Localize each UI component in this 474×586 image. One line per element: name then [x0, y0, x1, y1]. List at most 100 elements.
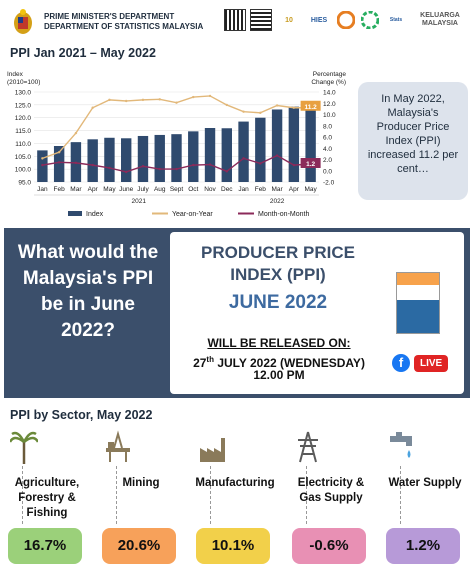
x-tick: Jan	[238, 186, 249, 193]
y-right-tick: 4.0	[323, 146, 332, 153]
qr-code-icon[interactable]	[250, 9, 272, 31]
power-tower-icon	[294, 430, 322, 464]
y-left-label: Index	[7, 71, 24, 78]
facebook-icon[interactable]: f	[392, 354, 410, 372]
y-left-tick: 95.0	[18, 180, 31, 187]
live-button[interactable]: LIVE	[414, 354, 449, 372]
qr-code-icon[interactable]	[224, 9, 246, 31]
connector-line	[116, 466, 117, 524]
index-bar	[238, 121, 249, 182]
x-tick: Jan	[37, 186, 48, 193]
index-bar	[305, 105, 316, 182]
release-day-suffix: th	[206, 355, 214, 364]
dept-line-1: PRIME MINISTER'S DEPARTMENT	[44, 12, 175, 21]
mom-data-label: 1.2	[306, 161, 315, 168]
mom-point	[74, 161, 78, 165]
x-tick: Mar	[70, 186, 82, 193]
sector-list: Agriculture, Forestry & Fishing 16.7% Mi…	[0, 430, 474, 580]
sector-water: Water Supply 1.2%	[380, 430, 470, 580]
index-bar	[121, 138, 132, 182]
release-card: PRODUCER PRICE INDEX (PPI) JUNE 2022 WIL…	[170, 232, 464, 394]
dept-line-2: DEPARTMENT OF STATISTICS MALAYSIA	[44, 22, 204, 31]
sector-name: Mining	[122, 477, 160, 489]
legend-label: Index	[86, 211, 104, 218]
y-left-tick: 120.0	[15, 115, 32, 122]
mom-point	[41, 163, 44, 167]
legend-label: Month-on-Month	[258, 211, 309, 218]
yoy-point	[57, 150, 61, 154]
social-links: f LIVE	[392, 354, 449, 372]
x-tick: Apr	[88, 186, 99, 193]
sector-electricity: Electricity & Gas Supply -0.6%	[286, 430, 376, 580]
yoy-data-label: 11.2	[304, 104, 317, 111]
x-tick: Mar	[271, 186, 283, 193]
year-label: 2022	[270, 198, 285, 205]
yoy-point	[259, 111, 262, 115]
sector-name: Agriculture, Forestry & Fishing	[14, 477, 80, 519]
y-left-tick: 100.0	[15, 167, 32, 174]
mom-point	[242, 157, 245, 160]
sector-section-title: PPI by Sector, May 2022	[10, 408, 153, 422]
index-bar	[255, 117, 266, 182]
y-right-tick: 8.0	[323, 123, 332, 130]
hies-logo-icon: HIES	[310, 16, 328, 24]
mom-point	[225, 170, 228, 173]
yoy-point	[108, 98, 111, 102]
sector-value: 16.7%	[8, 528, 82, 564]
release-day: 27	[193, 356, 207, 370]
water-tap-icon	[388, 430, 416, 464]
factory-icon	[198, 430, 226, 464]
ppi-month: JUNE 2022	[228, 292, 328, 313]
sdg-logo-icon	[360, 8, 380, 32]
index-bar	[171, 134, 182, 182]
y-right-tick: 10.0	[323, 112, 336, 119]
index-bar	[221, 128, 232, 182]
palm-tree-icon	[8, 430, 40, 464]
ppi-chart: Index (2010=100) Percentage Change (%) 130.0…	[4, 66, 349, 222]
legend-label: Year-on-Year	[172, 211, 213, 218]
year-label: 2021	[132, 198, 147, 205]
yoy-point	[125, 99, 128, 103]
yoy-point	[41, 157, 44, 160]
banner-question: What would the Malaysia's PPI be in June…	[17, 242, 159, 341]
sector-name: Water Supply	[388, 477, 462, 489]
release-time: 12.00 PM	[253, 368, 305, 382]
publication-cover-icon	[396, 272, 440, 334]
x-tick: Apr	[289, 186, 300, 193]
yoy-point	[292, 106, 296, 109]
y-right-tick: 12.0	[323, 101, 336, 108]
open-dosm-logo-icon	[336, 8, 356, 32]
mom-point	[91, 163, 94, 167]
callout-text: In May 2022, Malaysia's Producer Price I…	[367, 93, 459, 175]
release-date: 27th JULY 2022 (WEDNESDAY)	[174, 352, 384, 371]
mom-point	[292, 163, 296, 167]
y-right-label: Change (%)	[311, 79, 346, 86]
ten-years-logo-icon: 10	[285, 16, 293, 24]
y-right-tick: -2.0	[323, 180, 335, 187]
sector-mining: Mining 20.6%	[96, 430, 186, 580]
x-tick: July	[137, 186, 149, 193]
release-heading: WILL BE RELEASED ON:	[207, 336, 351, 350]
x-tick: May	[103, 186, 116, 193]
index-bar	[53, 146, 65, 182]
mom-point	[141, 165, 145, 168]
mom-point	[125, 170, 128, 174]
ppi-title: PRODUCER PRICE INDEX (PPI)	[201, 243, 355, 284]
yoy-point	[175, 101, 178, 104]
oil-rig-icon	[104, 430, 132, 464]
coat-of-arms-icon	[8, 6, 38, 38]
connector-line	[210, 466, 211, 524]
index-bar	[288, 106, 300, 182]
sector-value: 20.6%	[102, 528, 176, 564]
index-bar	[87, 139, 98, 182]
release-date-rest: JULY 2022 (WEDNESDAY)	[213, 356, 365, 370]
yoy-data-label-box	[300, 100, 321, 111]
yoy-point	[225, 103, 228, 107]
stats-malaysia-logo-icon: Stats	[389, 17, 403, 23]
yoy-point	[158, 98, 161, 101]
y-left-label: (2010=100)	[7, 79, 40, 86]
keluarga-malaysia-logo-icon: KELUARGA MALAYSIA	[420, 12, 460, 27]
summary-callout: In May 2022, Malaysia's Producer Price I…	[358, 82, 468, 200]
mom-point	[275, 154, 279, 157]
